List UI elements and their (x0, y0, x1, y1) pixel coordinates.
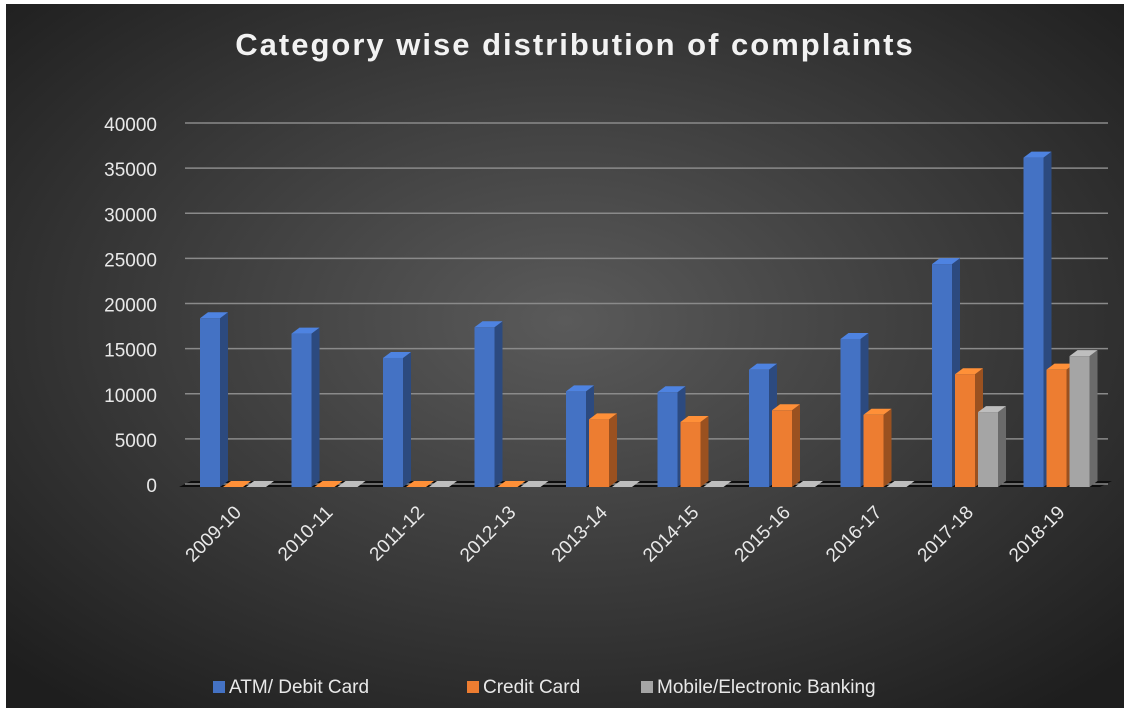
bar-top (932, 258, 960, 265)
bar (589, 419, 609, 487)
y-tick-label: 5000 (115, 431, 157, 452)
legend-swatch (641, 681, 653, 693)
bar-top (863, 408, 892, 415)
bar-top (680, 416, 709, 423)
bar-top (314, 481, 343, 487)
legend-swatch (467, 681, 479, 693)
y-tick-label: 40000 (104, 115, 157, 136)
bar-side (494, 321, 503, 487)
bar-side (609, 413, 617, 487)
bar (566, 391, 586, 487)
bar-top (1023, 151, 1052, 158)
bar-side (700, 416, 709, 487)
bar-top (406, 481, 434, 487)
bar-top (840, 332, 869, 339)
bar-top (566, 385, 594, 392)
bar-side (883, 408, 892, 487)
y-tick-label: 15000 (104, 341, 157, 362)
bar (1023, 157, 1044, 487)
bar (749, 369, 769, 487)
bar-side (220, 312, 228, 487)
legend-label: Mobile/Electronic Banking (657, 677, 876, 698)
bar (955, 374, 975, 487)
bar-side (792, 404, 800, 487)
legend-label: Credit Card (483, 677, 580, 698)
bar-top (703, 481, 732, 487)
bar-top (474, 321, 503, 328)
bar-top (955, 368, 983, 375)
legend-swatch (213, 681, 225, 693)
y-tick-label: 0 (146, 476, 157, 497)
bar-top (337, 481, 366, 487)
bar-top (1069, 350, 1098, 357)
bar-top (1046, 363, 1075, 370)
bar (1069, 356, 1090, 487)
bar-top (657, 386, 686, 393)
bar (383, 357, 403, 487)
bar (1046, 369, 1067, 487)
bar (474, 327, 495, 487)
bar-top (429, 481, 457, 487)
bar-top (246, 481, 274, 487)
y-tick-label: 30000 (104, 205, 157, 226)
bar-top (612, 481, 640, 487)
bar-side (998, 406, 1006, 487)
bar-top (749, 363, 777, 370)
bar (657, 392, 678, 487)
bar-top (200, 312, 228, 319)
bar-top (291, 327, 320, 334)
bar (863, 414, 884, 487)
bar-top (520, 481, 549, 487)
bar-top (886, 481, 915, 487)
bar-top (978, 406, 1006, 413)
bar-side (403, 351, 411, 487)
bar (978, 412, 998, 487)
bar (200, 318, 220, 487)
bar-top (772, 404, 800, 411)
bar-side (1089, 350, 1098, 487)
bar (840, 338, 861, 487)
y-tick-label: 35000 (104, 160, 157, 181)
bar-top (795, 481, 823, 487)
bar-top (383, 351, 411, 358)
y-tick-label: 25000 (104, 250, 157, 271)
chart-title: Category wise distribution of complaints (235, 27, 914, 62)
bar-side (311, 327, 320, 487)
y-tick-label: 10000 (104, 386, 157, 407)
bar-top (223, 481, 251, 487)
bar (772, 410, 792, 487)
bar-top (589, 413, 617, 420)
legend-label: ATM/ Debit Card (229, 677, 369, 698)
bar (680, 422, 701, 487)
bar (291, 333, 312, 487)
bar-top (497, 481, 526, 487)
y-tick-label: 20000 (104, 296, 157, 317)
bar (932, 264, 952, 487)
